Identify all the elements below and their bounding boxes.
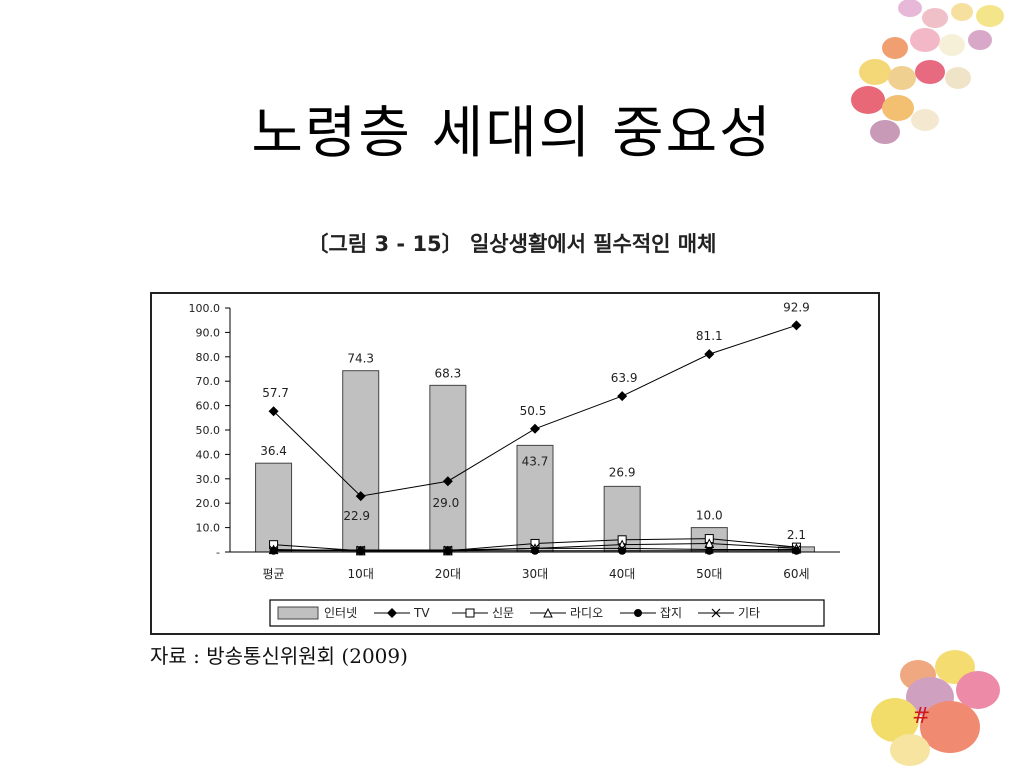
line-data-label: 22.9 xyxy=(343,509,370,523)
y-tick-label: 70.0 xyxy=(196,375,221,388)
series-point xyxy=(705,546,714,555)
y-tick-label: 100.0 xyxy=(189,302,221,315)
legend-label: 기타 xyxy=(738,606,760,620)
legend-marker xyxy=(465,608,475,618)
legend-label: 인터넷 xyxy=(324,606,357,620)
bar-data-label: 10.0 xyxy=(696,509,723,523)
line-data-label: 92.9 xyxy=(783,300,810,314)
y-tick-label: 80.0 xyxy=(196,351,221,364)
y-tick-label: 20.0 xyxy=(196,497,221,510)
y-tick-label: 50.0 xyxy=(196,424,221,437)
series-point xyxy=(704,349,715,360)
y-tick-label: 10.0 xyxy=(196,522,221,535)
series-point xyxy=(442,476,453,487)
legend-marker xyxy=(634,609,642,617)
chart-canvas: - 10.0 20.0 30.0 40.0 50.0 60.0 70.0 80.0 90.0 100… xyxy=(189,300,840,627)
figure-caption: 〔그림 3 - 15〕 일상생활에서 필수적인 매체 xyxy=(307,232,717,256)
chart-frame: - 10.0 20.0 30.0 40.0 50.0 60.0 70.0 80.0 90.0 100… xyxy=(150,292,880,635)
legend-label: 라디오 xyxy=(570,606,603,620)
series-point xyxy=(356,545,366,555)
series-point xyxy=(268,406,279,417)
series-point xyxy=(617,391,628,402)
y-tick-label: 60.0 xyxy=(196,400,221,413)
x-tick-label: 20대 xyxy=(435,567,461,581)
bar xyxy=(516,444,554,553)
line-data-label: 57.7 xyxy=(262,386,289,400)
bar-data-label: 43.7 xyxy=(522,454,549,468)
candy-decoration-bottom xyxy=(871,650,1000,766)
line-data-label: 29.0 xyxy=(432,496,459,510)
bar-data-label: 2.1 xyxy=(787,528,806,542)
legend-swatch xyxy=(277,606,319,620)
legend-marker xyxy=(387,608,397,618)
legend-marker xyxy=(543,607,553,618)
x-tick-label: 30대 xyxy=(522,567,548,581)
slide-title: 노령층 세대의 중요성 xyxy=(251,101,773,166)
y-tick-label: 30.0 xyxy=(196,473,221,486)
series-point xyxy=(530,543,540,553)
series-point xyxy=(792,546,801,555)
series-point xyxy=(443,545,453,555)
legend-label: TV xyxy=(413,606,430,620)
series-point xyxy=(530,423,540,434)
bar-data-label: 36.4 xyxy=(260,444,287,458)
x-tick-label: 60세 xyxy=(783,567,809,581)
series-point xyxy=(355,491,366,502)
x-tick-label: 평균 xyxy=(263,567,285,581)
bar xyxy=(255,462,293,553)
series-point xyxy=(269,545,278,555)
series-point xyxy=(791,320,802,331)
line-data-label: 63.9 xyxy=(611,371,638,385)
x-tick-label: 50대 xyxy=(696,567,722,581)
legend-label: 잡지 xyxy=(660,606,682,620)
bar-data-label: 74.3 xyxy=(347,352,374,366)
legend-label: 신문 xyxy=(492,606,514,620)
y-tick-label: 90.0 xyxy=(196,326,221,339)
y-tick-label: - xyxy=(216,546,220,559)
bar xyxy=(342,370,380,553)
legend-marker xyxy=(711,608,721,618)
bar-data-label: 68.3 xyxy=(434,366,461,380)
x-tick-label: 10대 xyxy=(348,567,374,581)
series-point xyxy=(617,543,627,553)
x-tick-label: 40대 xyxy=(609,567,635,581)
slide-number: # xyxy=(912,704,931,729)
y-tick-label: 40.0 xyxy=(196,448,221,461)
source-note: 자료 : 방송통신위원회 (2009) xyxy=(150,644,408,668)
line-data-label: 81.1 xyxy=(696,329,723,343)
line-data-label: 50.5 xyxy=(520,404,547,418)
bar xyxy=(429,384,467,553)
bar-data-label: 26.9 xyxy=(609,465,636,479)
candy-decoration-top xyxy=(851,0,1004,144)
